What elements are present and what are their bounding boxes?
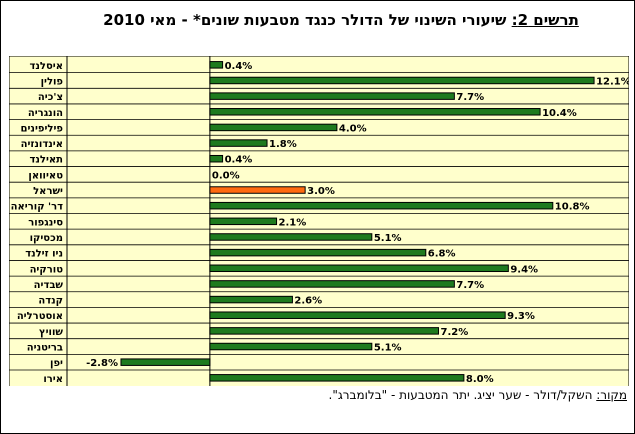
bar (209, 264, 509, 273)
data-label: 10.4% (542, 108, 577, 119)
data-label: 12.1% (596, 76, 629, 87)
chart-title: תרשים 2: שיעורי השינוי של הדולר כנגד מטב… (61, 9, 621, 31)
bar (209, 342, 373, 351)
data-label: 7.7% (456, 280, 484, 291)
bar (209, 154, 224, 163)
bar (209, 108, 541, 116)
bar (209, 374, 465, 382)
data-label: 5.1% (374, 343, 402, 354)
data-label: 6.8% (428, 249, 456, 260)
bar (209, 61, 224, 69)
bar (209, 233, 373, 241)
bar (209, 295, 293, 304)
bar (209, 311, 506, 319)
bar (209, 327, 439, 335)
category-label: מכסיקו (30, 233, 63, 244)
source-text: השקל/דולר - שער יציג. יתר המטבעות - "בלו… (328, 388, 597, 402)
category-label: שוויץ (39, 327, 63, 338)
bar (209, 201, 554, 210)
category-label: אוסטרליה (17, 311, 63, 322)
category-label: סינגפור (28, 217, 63, 228)
bar (209, 123, 338, 132)
bar (209, 248, 427, 257)
category-label: יפן (50, 358, 63, 369)
data-label: 2.1% (279, 217, 307, 228)
data-label: 0.4% (225, 61, 253, 72)
data-label: 3.0% (307, 186, 335, 197)
bar (209, 76, 595, 85)
data-label: 0.4% (225, 155, 253, 166)
category-label: קנדה (38, 296, 63, 307)
category-label: ישראל (33, 186, 63, 197)
category-label: אינדונזיה (21, 139, 63, 150)
category-label: בריטניה (27, 343, 63, 354)
category-label: אירו (43, 374, 63, 385)
category-label: פולין (41, 76, 64, 87)
data-label: 10.8% (555, 202, 590, 213)
data-label: 7.2% (440, 327, 468, 338)
category-label: צ'כיה (38, 92, 63, 103)
data-label: 1.8% (269, 139, 297, 150)
category-label: דר' קוריאה (11, 202, 63, 213)
source-note: מקור: השקל/דולר - שער יציג. יתר המטבעות … (151, 388, 628, 402)
bar (209, 217, 278, 226)
category-label: תאילנד (29, 155, 63, 166)
category-label: ניו זילנד (25, 249, 63, 260)
category-label: הונגריה (28, 108, 63, 119)
data-label: 0.0% (212, 170, 240, 181)
data-label: -2.8% (86, 358, 118, 369)
bar (209, 280, 455, 288)
source-label: מקור: (596, 388, 627, 402)
category-label: טורקיה (30, 264, 64, 275)
bar (209, 186, 306, 194)
category-label: פיליפינים (21, 123, 64, 134)
data-label: 5.1% (374, 233, 402, 244)
category-label: שבדיה (34, 280, 64, 291)
chart-title-text: שיעורי השינוי של הדולר כנגד מטבעות שונים… (103, 11, 512, 29)
data-label: 8.0% (466, 374, 494, 385)
data-label: 7.7% (456, 92, 484, 103)
bar (209, 139, 268, 147)
chart-title-label: תרשים 2: (511, 11, 579, 29)
data-label: 9.4% (510, 264, 538, 275)
bar (120, 358, 211, 366)
bar-chart: איסלנד 0.4% פולין 12.1% צ'כיה 7.7% הונגריה 10.4… (9, 56, 629, 386)
data-label: 9.3% (507, 311, 535, 322)
data-label: 4.0% (339, 123, 367, 134)
plot-area (9, 56, 629, 386)
category-label: איסלנד (30, 61, 63, 72)
category-label: טאיוואן (28, 170, 63, 181)
data-label: 2.6% (294, 296, 322, 307)
bar (209, 92, 455, 100)
